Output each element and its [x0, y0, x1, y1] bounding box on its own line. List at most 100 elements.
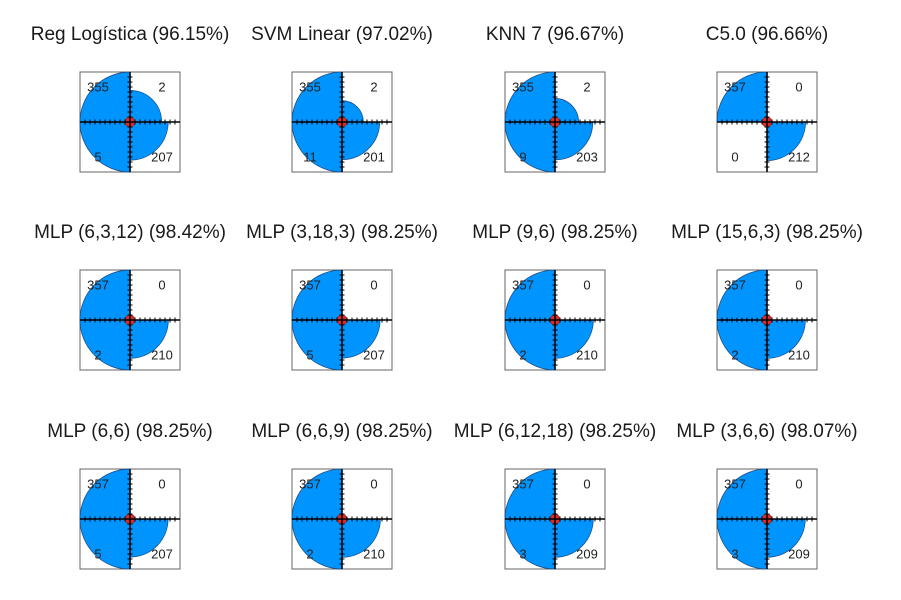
- count-bottom-left: 5: [94, 546, 101, 561]
- panel-title: MLP (3,18,3) (98.25%): [246, 222, 438, 243]
- axis-ticks: [84, 473, 176, 565]
- count-bottom-right: 209: [576, 546, 598, 561]
- count-top-right: 0: [583, 277, 590, 292]
- count-bottom-left: 2: [731, 347, 738, 362]
- quadrant-top-left: [716, 468, 768, 520]
- quadrant-bottom-left: [291, 121, 343, 173]
- quadrant-bottom-left: [79, 121, 131, 173]
- quadrant-bottom-right: [341, 518, 381, 558]
- quadrant-bottom-right: [341, 121, 381, 161]
- quadrant-bottom-right: [129, 121, 169, 161]
- count-bottom-right: 210: [576, 347, 598, 362]
- quadrant-top-left: [79, 269, 131, 321]
- count-top-right: 0: [370, 277, 377, 292]
- count-top-right: 0: [158, 277, 165, 292]
- fourfold-panel: MLP (6,12,18) (98.25%) 357 0 3 209: [454, 421, 656, 570]
- count-bottom-left: 5: [94, 149, 101, 164]
- count-bottom-right: 201: [363, 149, 385, 164]
- count-bottom-left: 2: [519, 347, 526, 362]
- axis-ticks: [296, 274, 388, 366]
- panel-title: Reg Logística (96.15%): [31, 24, 230, 45]
- count-top-left: 357: [724, 79, 746, 94]
- fourfold-panel: MLP (6,6) (98.25%) 357 0 5 207: [47, 421, 213, 570]
- count-top-left: 357: [724, 476, 746, 491]
- quadrant-top-left: [716, 269, 768, 321]
- count-bottom-right: 212: [788, 149, 810, 164]
- panel-title: MLP (6,6) (98.25%): [47, 421, 212, 442]
- fourfold-panel: MLP (3,18,3) (98.25%) 357 0 5 207: [246, 222, 438, 371]
- count-top-right: 2: [583, 79, 590, 94]
- quadrant-top-left: [504, 71, 556, 123]
- axis-ticks: [721, 76, 813, 168]
- count-bottom-right: 207: [151, 149, 173, 164]
- quadrant-bottom-left: [79, 319, 131, 371]
- fourfold-panel: MLP (15,6,3) (98.25%) 357 0 2 210: [671, 222, 863, 371]
- quadrant-bottom-right: [766, 518, 806, 558]
- quadrant-top-left: [291, 468, 343, 520]
- count-top-right: 0: [795, 79, 802, 94]
- count-bottom-left: 11: [303, 149, 317, 164]
- count-top-right: 0: [583, 476, 590, 491]
- count-top-right: 2: [158, 79, 165, 94]
- count-bottom-left: 2: [306, 546, 313, 561]
- quadrant-bottom-left: [79, 518, 131, 570]
- count-top-left: 355: [87, 79, 109, 94]
- quadrant-top-left: [504, 468, 556, 520]
- quadrant-bottom-right: [129, 319, 169, 359]
- quadrant-top-left: [79, 468, 131, 520]
- axis-ticks: [84, 274, 176, 366]
- panel-title: SVM Linear (97.02%): [251, 24, 433, 45]
- quadrant-top-left: [79, 71, 131, 123]
- count-top-left: 357: [299, 277, 321, 292]
- quadrant-bottom-right: [766, 319, 806, 359]
- panel-title: MLP (15,6,3) (98.25%): [671, 222, 863, 243]
- panel-title: MLP (6,3,12) (98.42%): [34, 222, 226, 243]
- quadrant-bottom-left: [504, 319, 556, 371]
- quadrant-bottom-right: [129, 518, 169, 558]
- quadrant-bottom-left: [291, 319, 343, 371]
- count-top-left: 357: [87, 476, 109, 491]
- quadrant-bottom-right: [554, 319, 594, 359]
- count-bottom-right: 210: [151, 347, 173, 362]
- fourfold-panel: MLP (3,6,6) (98.07%) 357 0 3 209: [676, 421, 858, 570]
- fourfold-panel: Reg Logística (96.15%) 355 2 5 207: [31, 24, 230, 173]
- panel-title: MLP (6,12,18) (98.25%): [454, 421, 656, 442]
- axis-ticks: [509, 473, 601, 565]
- quadrant-top-right: [129, 89, 163, 123]
- panel-title: MLP (9,6) (98.25%): [472, 222, 637, 243]
- axis-ticks: [296, 473, 388, 565]
- fourfold-panel: SVM Linear (97.02%) 355 2 11 201: [251, 24, 433, 173]
- count-top-left: 355: [299, 79, 321, 94]
- quadrant-bottom-right: [554, 121, 594, 161]
- count-bottom-left: 3: [731, 546, 738, 561]
- quadrant-bottom-right: [554, 518, 594, 558]
- quadrant-bottom-left: [291, 518, 343, 570]
- count-bottom-right: 207: [363, 347, 385, 362]
- count-top-left: 357: [299, 476, 321, 491]
- panel-title: C5.0 (96.66%): [706, 24, 829, 45]
- count-bottom-right: 209: [788, 546, 810, 561]
- quadrant-bottom-left: [504, 121, 556, 173]
- count-bottom-left: 0: [731, 149, 738, 164]
- panel-title: MLP (3,6,6) (98.07%): [676, 421, 857, 442]
- axis-ticks: [509, 274, 601, 366]
- count-top-left: 357: [512, 476, 534, 491]
- count-top-left: 355: [512, 79, 534, 94]
- quadrant-top-left: [291, 71, 343, 123]
- count-top-right: 0: [795, 277, 802, 292]
- count-top-right: 0: [370, 476, 377, 491]
- count-bottom-right: 210: [363, 546, 385, 561]
- axis-ticks: [721, 473, 813, 565]
- count-top-left: 357: [87, 277, 109, 292]
- axis-ticks: [509, 76, 601, 168]
- count-top-left: 357: [512, 277, 534, 292]
- quadrant-bottom-right: [341, 319, 381, 359]
- quadrant-top-left: [504, 269, 556, 321]
- count-bottom-left: 2: [94, 347, 101, 362]
- count-top-right: 0: [795, 476, 802, 491]
- count-top-right: 0: [158, 476, 165, 491]
- quadrant-bottom-right: [766, 121, 806, 161]
- fourfold-panel: MLP (9,6) (98.25%) 357 0 2 210: [472, 222, 638, 371]
- count-bottom-left: 9: [519, 149, 526, 164]
